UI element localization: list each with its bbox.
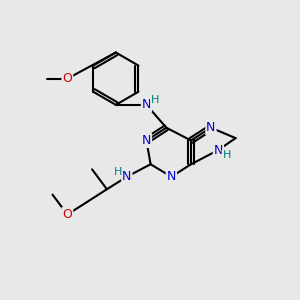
Text: O: O: [62, 72, 72, 85]
Text: N: N: [214, 143, 223, 157]
Text: H: H: [223, 150, 231, 160]
Text: N: N: [206, 121, 216, 134]
Text: O: O: [62, 208, 72, 221]
Text: H: H: [114, 167, 122, 177]
Text: N: N: [142, 134, 151, 147]
Text: H: H: [151, 95, 160, 105]
Text: N: N: [167, 170, 176, 183]
Text: N: N: [142, 98, 151, 111]
Text: N: N: [122, 170, 131, 183]
